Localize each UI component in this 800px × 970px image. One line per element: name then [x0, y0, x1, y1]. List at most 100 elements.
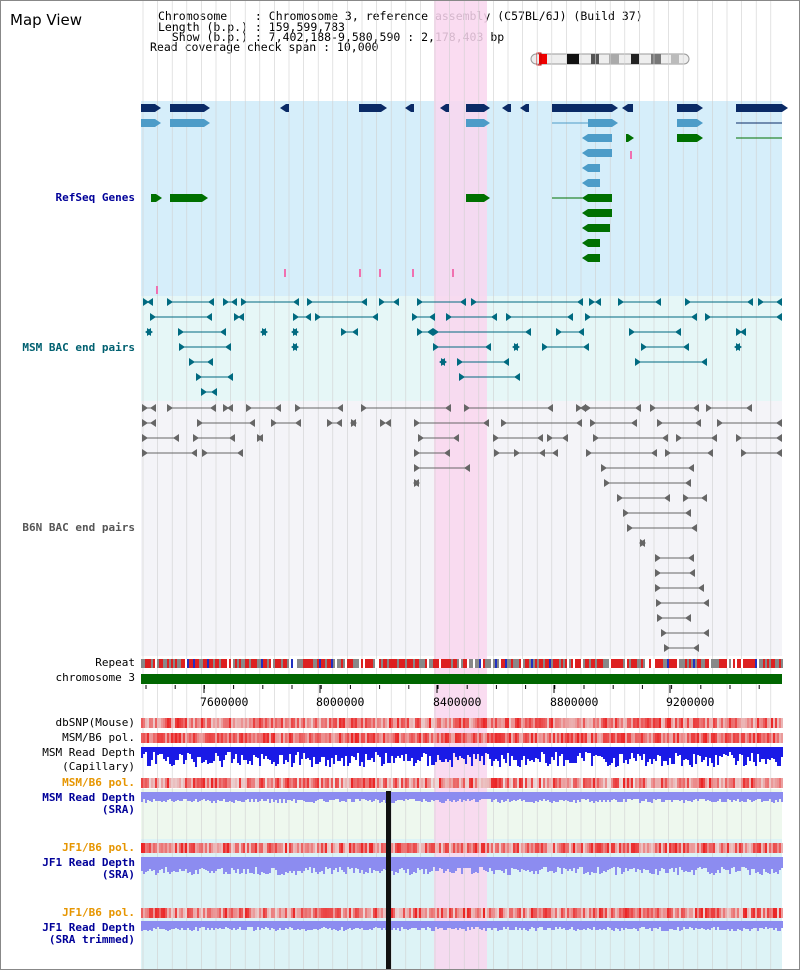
depth-mark — [721, 857, 723, 867]
depth-mark — [319, 857, 321, 872]
depth-mark — [511, 921, 513, 930]
depth-mark — [413, 921, 415, 928]
polymorphism-mark — [425, 733, 427, 743]
repeat-mark — [659, 659, 661, 668]
polymorphism-mark — [261, 733, 263, 743]
repeat-mark — [553, 659, 555, 668]
bac-end — [210, 404, 216, 412]
msm-bac-label[interactable]: MSM BAC end pairs — [22, 341, 135, 354]
polymorphism-mark — [547, 778, 549, 788]
polymorphism-mark — [435, 718, 437, 728]
depth-mark — [449, 857, 451, 872]
depth-mark — [357, 921, 359, 928]
polymorphism-mark — [767, 843, 769, 853]
repeat-mark — [679, 659, 681, 668]
depth-mark — [653, 857, 655, 874]
repeat-mark — [317, 659, 319, 668]
polymorphism-mark — [689, 778, 691, 788]
polymorphism-mark — [709, 733, 711, 743]
depth-mark — [767, 921, 769, 929]
polymorphism-mark — [261, 843, 263, 853]
polymorphism-mark — [589, 908, 591, 918]
depth-mark — [551, 747, 553, 757]
depth-mark — [581, 921, 583, 930]
repeat-mark — [707, 659, 709, 668]
gene-block — [466, 194, 484, 202]
depth-mark — [505, 747, 507, 763]
polymorphism-mark — [319, 778, 321, 788]
bac-end — [776, 419, 782, 427]
b6n-bac-label[interactable]: B6N BAC end pairs — [22, 521, 135, 534]
depth-mark — [749, 792, 751, 800]
depth-mark — [561, 857, 563, 874]
polymorphism-mark — [319, 908, 321, 918]
polymorphism-mark — [505, 843, 507, 853]
polymorphism-mark — [697, 843, 699, 853]
repeat-mark — [501, 659, 503, 668]
polymorphism-mark — [185, 733, 187, 743]
polymorphism-mark — [329, 843, 331, 853]
bac-end — [460, 298, 466, 306]
polymorphism-mark — [733, 733, 735, 743]
polymorphism-mark — [141, 843, 143, 853]
polymorphism-mark — [585, 778, 587, 788]
depth-mark — [649, 857, 651, 873]
polymorphism-mark — [703, 908, 705, 918]
polymorphism-mark — [437, 778, 439, 788]
repeat-mark — [437, 659, 439, 668]
gene-arrow — [156, 194, 162, 202]
depth-mark — [249, 857, 251, 873]
polymorphism-mark — [735, 843, 737, 853]
polymorphism-mark — [509, 718, 511, 728]
polymorphism-mark — [295, 718, 297, 728]
repeat-mark — [665, 659, 667, 668]
refseq-genes-label[interactable]: RefSeq Genes — [55, 191, 135, 204]
polymorphism-mark — [543, 778, 545, 788]
polymorphism-mark — [661, 843, 663, 853]
polymorphism-mark — [269, 778, 271, 788]
depth-mark — [271, 921, 273, 928]
depth-mark — [293, 792, 295, 799]
depth-mark — [473, 921, 475, 929]
polymorphism-mark — [509, 843, 511, 853]
dbsnp-label: dbSNP(Mouse) — [55, 716, 135, 729]
depth-mark — [309, 747, 311, 760]
polymorphism-mark — [757, 733, 759, 743]
depth-mark — [633, 792, 635, 799]
bac-end — [683, 343, 689, 351]
polymorphism-mark — [647, 718, 649, 728]
repeat-mark — [655, 659, 657, 668]
polymorphism-mark — [217, 718, 219, 728]
polymorphism-mark — [415, 733, 417, 743]
depth-mark — [637, 747, 639, 754]
depth-mark — [353, 792, 355, 802]
polymorphism-mark — [195, 778, 197, 788]
polymorphism-mark — [219, 843, 221, 853]
polymorphism-mark — [221, 718, 223, 728]
polymorphism-mark — [693, 718, 695, 728]
polymorphism-mark — [691, 733, 693, 743]
polymorphism-mark — [265, 778, 267, 788]
polymorphism-mark — [775, 908, 777, 918]
depth-mark — [337, 921, 339, 931]
polymorphism-mark — [195, 843, 197, 853]
depth-mark — [493, 747, 495, 761]
depth-mark — [319, 792, 321, 799]
polymorphism-mark — [257, 718, 259, 728]
polymorphism-mark — [571, 843, 573, 853]
polymorphism-mark — [525, 908, 527, 918]
polymorphism-mark — [395, 843, 397, 853]
depth-mark — [295, 921, 297, 930]
polymorphism-mark — [679, 718, 681, 728]
depth-mark — [673, 747, 675, 764]
depth-mark — [763, 792, 765, 801]
repeat-mark — [445, 659, 447, 668]
repeat-mark — [635, 659, 637, 668]
repeat-mark — [479, 659, 481, 668]
depth-mark — [195, 921, 197, 927]
depth-mark — [441, 921, 443, 928]
depth-mark — [245, 921, 247, 930]
depth-mark — [533, 857, 535, 874]
depth-mark — [549, 747, 551, 764]
